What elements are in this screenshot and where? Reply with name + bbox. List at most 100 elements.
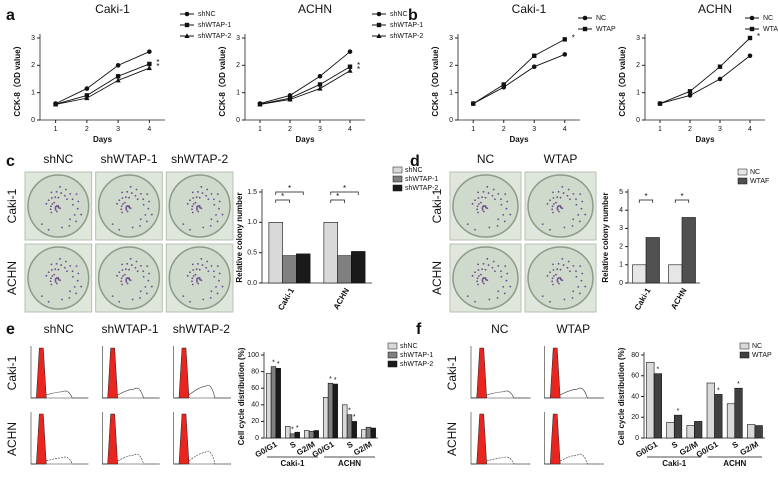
colony (205, 266, 208, 269)
column-label: NC (477, 152, 495, 166)
y-axis-label: Cell cycle distribution (%) (237, 347, 246, 445)
y-tick-label: 4 (619, 207, 623, 214)
colony (135, 260, 138, 263)
colony (191, 280, 193, 283)
colony (483, 210, 485, 213)
colony (126, 262, 129, 265)
hist-peak (173, 413, 190, 465)
x-tick-label: G0/G1 (695, 439, 720, 459)
colony (150, 213, 153, 216)
y-tick-label: 80 (251, 368, 259, 375)
legend-label: shWTAP-1 (390, 22, 423, 29)
legend-label: shNC (400, 343, 418, 350)
significance: * (156, 58, 159, 67)
colony (125, 280, 128, 283)
y-tick-label: 3 (31, 35, 35, 42)
colony (206, 260, 209, 263)
panel-label: a (6, 7, 15, 24)
colony (144, 213, 147, 216)
colony (506, 200, 509, 203)
marker (84, 95, 90, 101)
colony (196, 262, 199, 265)
x-axis-label: Days (295, 135, 315, 144)
colony (72, 203, 74, 206)
colony (210, 265, 213, 267)
marker (562, 52, 568, 57)
bar (668, 264, 683, 284)
colony (54, 196, 57, 199)
chart-title: ACHN (298, 2, 332, 16)
significance: * (656, 367, 659, 374)
colony (556, 207, 559, 209)
colony (552, 283, 554, 286)
colony (213, 275, 216, 278)
colony (551, 277, 554, 280)
colony (578, 220, 581, 223)
colony (549, 300, 551, 303)
colony (557, 262, 560, 265)
colony (189, 300, 191, 303)
marker (347, 64, 353, 69)
colony (121, 191, 124, 194)
colony (120, 277, 123, 280)
y-tick-label: 1.5 (247, 189, 257, 196)
hist-peak (471, 413, 487, 465)
hist-axes (102, 412, 160, 465)
colony (566, 194, 569, 197)
colony (61, 226, 63, 229)
colony (572, 218, 575, 221)
significance: * (281, 192, 284, 201)
colony (182, 295, 185, 298)
colony (142, 275, 145, 278)
x-tick-label: 3 (318, 126, 322, 133)
group-label: ACHN (723, 459, 746, 468)
colony (558, 210, 560, 213)
colony (50, 277, 52, 280)
marker (317, 85, 323, 91)
colony (216, 265, 219, 268)
colony (131, 298, 134, 301)
colony (73, 213, 76, 216)
colony (483, 282, 485, 285)
legend-label: WTAF (750, 178, 769, 185)
colony (148, 272, 150, 275)
colony (118, 300, 121, 303)
colony (571, 296, 574, 299)
row-label: Caki-1 (5, 355, 19, 390)
colony (50, 283, 53, 286)
colony (581, 200, 584, 203)
colony (121, 263, 124, 266)
hist-peak (31, 413, 47, 465)
colony (481, 268, 484, 271)
y-tick-label: 1 (619, 262, 623, 269)
marker (687, 89, 693, 94)
panel-label: e (6, 321, 15, 338)
legend-label: shNC (198, 11, 216, 18)
y-tick-label: 2 (31, 62, 35, 69)
colony (484, 196, 487, 199)
colony (580, 207, 583, 210)
colony (197, 276, 200, 279)
colony (55, 190, 58, 193)
group-label: Caki-1 (280, 459, 305, 468)
colony (497, 193, 500, 195)
significance: * (329, 376, 332, 383)
hist-peak (102, 347, 118, 399)
legend-label: shWTAP-1 (400, 352, 433, 359)
x-tick-label: S (731, 439, 741, 450)
colony (487, 264, 490, 266)
colony (69, 193, 72, 195)
colony (191, 191, 194, 194)
legend-label: shWTAP-2 (390, 33, 423, 40)
colony (111, 295, 114, 298)
colony (196, 280, 198, 283)
colony (494, 198, 496, 201)
legend-swatch (737, 168, 748, 176)
colony (492, 188, 495, 191)
bar (673, 414, 683, 439)
marker (747, 35, 753, 41)
colony (55, 262, 58, 265)
colony (49, 280, 52, 283)
y-tick-label: 60 (631, 373, 639, 380)
colony (577, 213, 580, 216)
